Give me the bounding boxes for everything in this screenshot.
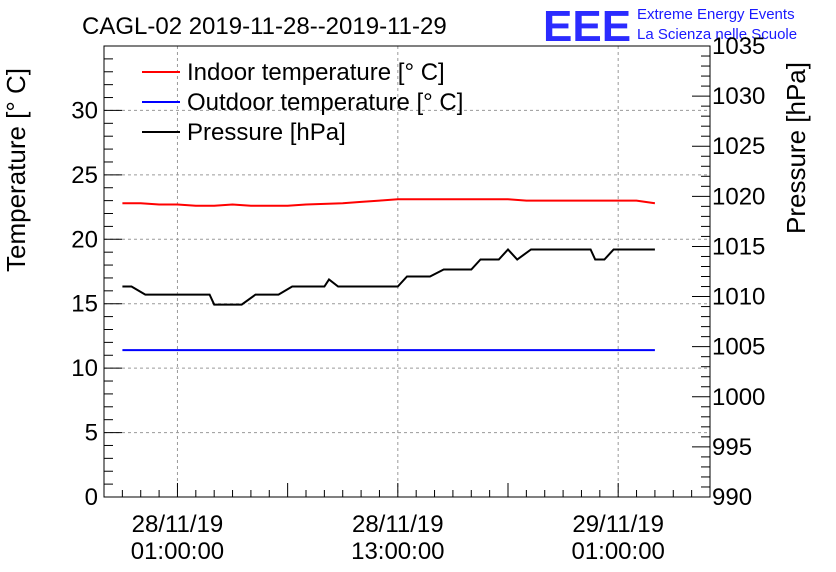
logo-line-1: Extreme Energy Events [637, 6, 795, 23]
y2-tick-label: 1035 [712, 33, 765, 60]
logo-mark: EEE [543, 2, 631, 51]
plot-frame [103, 45, 711, 498]
legend-label-0: Indoor temperature [° C] [187, 59, 445, 86]
series-line-0 [122, 198, 656, 207]
y2-tick-label: 1000 [712, 384, 765, 411]
y-tick-label: 20 [71, 226, 98, 253]
y-tick-label: 0 [85, 484, 98, 511]
plot-series [122, 198, 656, 352]
y-tick-label: 15 [71, 291, 98, 318]
x-tick-label-date: 28/11/19 [352, 511, 444, 538]
x-tick-label-time: 01:00:00 [131, 538, 224, 565]
legend-label-1: Outdoor temperature [° C] [187, 89, 463, 116]
y-axis-title: Temperature [° C] [1, 68, 31, 272]
y2-tick-label: 1020 [712, 183, 765, 210]
x-tick-label-time: 13:00:00 [351, 538, 444, 565]
y2-tick-label: 990 [712, 484, 752, 511]
y2-axis-title: Pressure [hPa] [781, 62, 811, 234]
chart-title: CAGL-02 2019-11-28--2019-11-29 [82, 13, 447, 40]
y2-tick-label: 1030 [712, 83, 765, 110]
legend-label-2: Pressure [hPa] [187, 119, 346, 146]
y2-tick-label: 1025 [712, 133, 765, 160]
x-tick-label-date: 29/11/19 [572, 511, 664, 538]
eee-logo: EEE Extreme Energy Events La Scienza nel… [543, 2, 797, 51]
y-tick-label: 30 [71, 97, 98, 124]
y2-tick-label: 995 [712, 434, 752, 461]
axes: 0510152025309909951000100510101015102010… [71, 33, 765, 565]
y-tick-label: 10 [71, 355, 98, 382]
y-tick-label: 25 [71, 162, 98, 189]
series-line-2 [122, 248, 655, 306]
logo-line-2: La Scienza nelle Scuole [637, 26, 797, 43]
x-tick-label-date: 28/11/19 [132, 511, 224, 538]
y2-tick-label: 1015 [712, 233, 765, 260]
y2-tick-label: 1005 [712, 334, 765, 361]
legend: Indoor temperature [° C] Outdoor temperat… [142, 59, 463, 146]
y2-tick-label: 1010 [712, 284, 765, 311]
y-tick-label: 5 [85, 420, 98, 447]
x-tick-label-time: 01:00:00 [571, 538, 664, 565]
grid [104, 46, 710, 497]
